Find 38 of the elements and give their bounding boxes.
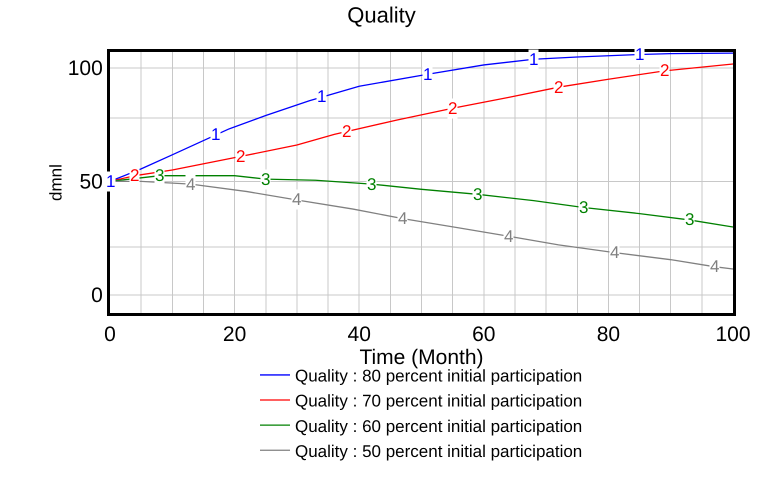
- annotation: 3: [579, 198, 588, 217]
- y-tick-label: 50: [79, 170, 103, 194]
- x-tick-label: 20: [222, 323, 246, 346]
- annotation: 3: [473, 185, 482, 204]
- x-axis-title: Time (Month): [359, 346, 484, 370]
- annotation: 2: [660, 61, 670, 80]
- annotation: 4: [292, 190, 302, 209]
- annotation: 4: [504, 227, 514, 246]
- annotation: 2: [236, 147, 246, 166]
- y-tick-label: 100: [68, 57, 103, 80]
- x-tick-label: 60: [472, 323, 496, 346]
- x-tick-label: 100: [715, 323, 751, 346]
- chart-title: Quality: [347, 2, 416, 28]
- annotation: 3: [155, 166, 164, 185]
- annotation: 1: [423, 65, 432, 84]
- annotation: 2: [554, 78, 564, 97]
- x-tick-label: 80: [596, 323, 620, 346]
- annotation: 1: [317, 87, 326, 106]
- annotation: 2: [342, 122, 352, 141]
- legend-label: Quality : 70 percent initial participation: [295, 392, 582, 411]
- legend-label: Quality : 50 percent initial participation: [295, 442, 582, 461]
- legend-label: Quality : 60 percent initial participation: [295, 416, 582, 436]
- y-axis-title: dmnl: [46, 164, 66, 201]
- x-tick-label: 40: [348, 323, 371, 346]
- annotation: 3: [685, 210, 694, 229]
- annotation: 4: [610, 243, 620, 262]
- annotation: 1: [106, 172, 116, 191]
- annotation: 3: [261, 170, 270, 189]
- annotation: 2: [130, 166, 140, 185]
- annotation: 1: [211, 125, 220, 144]
- annotation: 4: [398, 209, 408, 228]
- annotation: 4: [710, 257, 720, 276]
- annotation: 1: [529, 50, 538, 69]
- annotation: 3: [367, 175, 376, 194]
- annotation: 4: [186, 175, 196, 194]
- annotation: 2: [448, 99, 458, 118]
- y-tick-label: 0: [91, 284, 103, 308]
- annotation: 1: [635, 45, 644, 64]
